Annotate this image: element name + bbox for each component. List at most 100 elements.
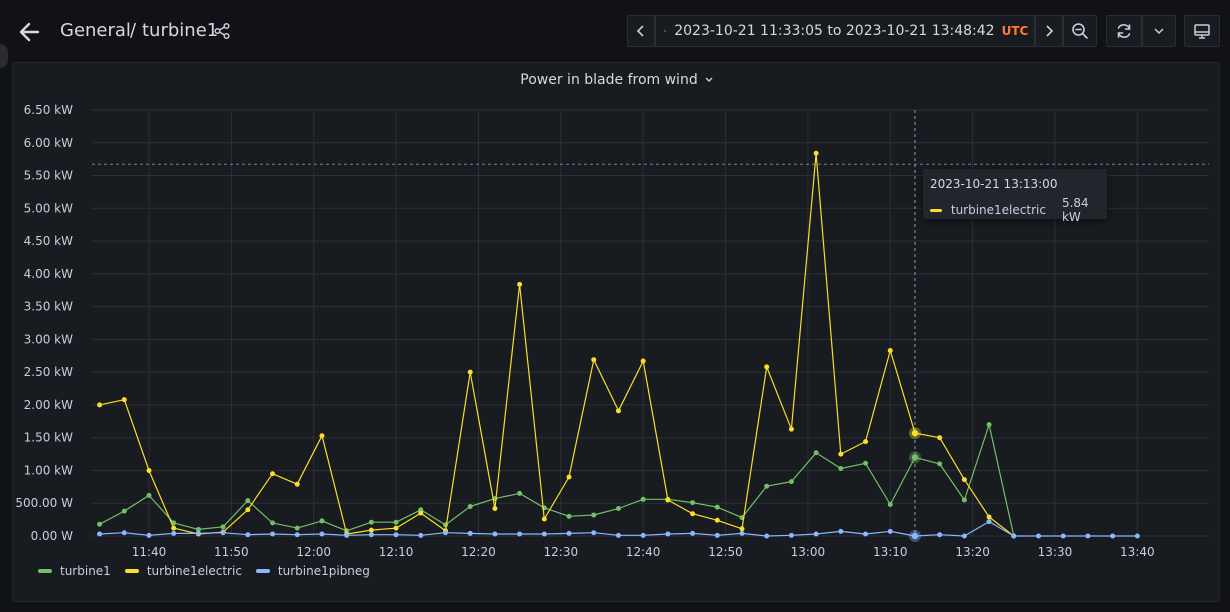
data-point-turbine1electric (467, 369, 473, 375)
data-point-turbine1electric (788, 426, 794, 432)
data-point-turbine1pibneg (245, 532, 251, 538)
panel-header: Power in blade from wind (13, 69, 1221, 88)
data-point-turbine1pibneg (294, 532, 300, 538)
data-point-turbine1 (294, 525, 300, 531)
data-point-turbine1 (517, 490, 523, 496)
data-point-turbine1pibneg (220, 530, 226, 536)
data-point-turbine1pibneg (1085, 533, 1091, 539)
x-tick-label: 11:40 (132, 545, 167, 559)
side-menu-handle[interactable] (0, 44, 8, 68)
back-arrow-icon[interactable] (14, 17, 44, 47)
data-point-turbine1pibneg (121, 530, 127, 536)
data-point-turbine1pibneg (714, 532, 720, 538)
zoom-out-icon (1072, 23, 1088, 39)
chevron-down-icon (705, 77, 713, 82)
data-point-turbine1pibneg (937, 532, 943, 538)
x-tick-label: 13:40 (1120, 545, 1155, 559)
data-point-turbine1pibneg (961, 533, 967, 539)
data-point-turbine1electric (887, 348, 893, 354)
legend-item-turbine1electric[interactable]: turbine1electric (124, 564, 242, 578)
data-point-turbine1pibneg (393, 532, 399, 538)
breadcrumb-separator: / (130, 20, 137, 41)
series-line-turbine1electric (99, 152, 1015, 537)
data-point-turbine1pibneg (788, 532, 794, 538)
hover-point-turbine1 (911, 454, 919, 461)
legend-swatch (255, 569, 270, 573)
y-tick-label: 2.50 kW (24, 365, 73, 379)
data-point-turbine1pibneg (319, 531, 325, 537)
data-point-turbine1 (393, 519, 399, 525)
x-tick-label: 12:40 (626, 545, 661, 559)
data-point-turbine1pibneg (665, 531, 671, 537)
y-tick-label: 1.50 kW (24, 431, 73, 445)
time-shift-forward-button[interactable] (1035, 15, 1063, 47)
data-point-turbine1 (961, 497, 967, 503)
data-point-turbine1pibneg (467, 530, 473, 536)
monitor-icon (1194, 24, 1210, 39)
data-point-turbine1 (245, 498, 251, 504)
tv-mode-button[interactable] (1184, 15, 1220, 47)
data-point-turbine1electric (714, 517, 720, 523)
dashboard-title[interactable]: turbine1 (142, 20, 219, 41)
chart-legend: turbine1 turbine1electric turbine1pibneg (38, 564, 384, 578)
data-point-turbine1electric (146, 467, 152, 473)
data-point-turbine1pibneg (517, 531, 523, 537)
panel-title[interactable]: Power in blade from wind (520, 72, 713, 88)
share-icon[interactable] (213, 22, 233, 42)
data-point-turbine1electric (97, 402, 103, 408)
data-point-turbine1electric (937, 435, 943, 441)
x-tick-label: 12:50 (708, 545, 743, 559)
data-point-turbine1pibneg (887, 528, 893, 534)
legend-item-turbine1[interactable]: turbine1 (38, 564, 111, 578)
data-point-turbine1 (690, 500, 696, 506)
clock-icon (664, 29, 667, 33)
y-tick-label: 2.00 kW (24, 398, 73, 412)
data-point-turbine1electric (838, 451, 844, 457)
data-point-turbine1electric (986, 514, 992, 520)
data-point-turbine1pibneg (566, 530, 572, 536)
data-point-turbine1pibneg (368, 532, 374, 538)
tooltip-time: 2023-10-21 13:13:00 (930, 177, 1058, 191)
data-point-turbine1electric (566, 474, 572, 480)
x-tick-label: 13:00 (791, 545, 826, 559)
data-point-turbine1 (714, 504, 720, 510)
y-tick-label: 6.00 kW (24, 136, 73, 150)
time-range-text: 2023-10-21 11:33:05 to 2023-10-21 13:48:… (674, 23, 995, 39)
data-point-turbine1 (788, 479, 794, 485)
y-tick-label: 3.00 kW (24, 332, 73, 346)
zoom-out-button[interactable] (1063, 15, 1097, 47)
data-point-turbine1electric (541, 516, 547, 522)
time-shift-back-button[interactable] (627, 15, 655, 47)
data-point-turbine1 (97, 521, 103, 527)
data-point-turbine1electric (121, 397, 127, 403)
y-tick-label: 0.00 W (31, 529, 74, 543)
data-point-turbine1pibneg (1060, 533, 1066, 539)
data-point-turbine1pibneg (492, 531, 498, 537)
x-tick-label: 13:20 (955, 545, 990, 559)
data-point-turbine1 (813, 450, 819, 456)
x-tick-label: 11:50 (214, 545, 249, 559)
data-point-turbine1pibneg (146, 532, 152, 538)
data-point-turbine1electric (739, 526, 745, 532)
data-point-turbine1 (764, 483, 770, 489)
data-point-turbine1electric (171, 525, 177, 531)
refresh-button[interactable] (1106, 15, 1142, 47)
time-range-picker[interactable]: 2023-10-21 11:33:05 to 2023-10-21 13:48:… (655, 15, 1035, 47)
x-tick-label: 12:30 (544, 545, 579, 559)
data-point-turbine1pibneg (171, 530, 177, 536)
y-tick-label: 1.00 kW (24, 463, 73, 477)
legend-item-turbine1pibneg[interactable]: turbine1pibneg (255, 564, 370, 578)
data-point-turbine1pibneg (591, 530, 597, 536)
data-point-turbine1electric (863, 439, 869, 445)
chevron-down-icon (1154, 28, 1164, 35)
data-point-turbine1electric (270, 471, 276, 477)
data-point-turbine1 (937, 461, 943, 467)
legend-swatch (124, 569, 139, 573)
data-point-turbine1pibneg (986, 519, 992, 525)
breadcrumb-folder[interactable]: General (60, 20, 131, 41)
data-point-turbine1 (566, 513, 572, 519)
data-point-turbine1 (146, 492, 152, 498)
line-chart[interactable]: 0.00 W 500.00 W 1.00 kW 1.50 kW 2.00 kW 2.50 … (13, 63, 1221, 603)
refresh-interval-dropdown[interactable] (1142, 15, 1176, 47)
x-tick-label: 12:00 (296, 545, 331, 559)
